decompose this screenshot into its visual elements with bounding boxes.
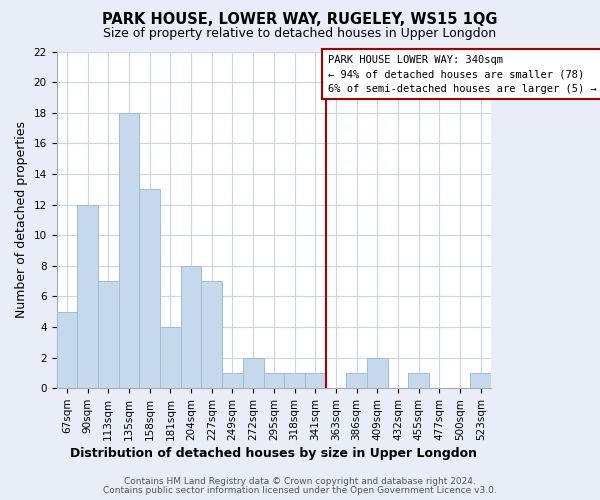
Bar [119, 112, 139, 388]
Bar [98, 281, 119, 388]
Bar [77, 204, 98, 388]
Bar [263, 373, 284, 388]
Bar [56, 312, 77, 388]
Bar [202, 281, 222, 388]
Bar [284, 373, 305, 388]
Y-axis label: Number of detached properties: Number of detached properties [15, 122, 28, 318]
Bar [305, 373, 326, 388]
Text: Contains HM Land Registry data © Crown copyright and database right 2024.: Contains HM Land Registry data © Crown c… [124, 477, 476, 486]
Text: Contains public sector information licensed under the Open Government Licence v3: Contains public sector information licen… [103, 486, 497, 495]
Bar [470, 373, 491, 388]
Bar [222, 373, 243, 388]
Text: Size of property relative to detached houses in Upper Longdon: Size of property relative to detached ho… [103, 28, 497, 40]
Bar [181, 266, 202, 388]
Bar [367, 358, 388, 388]
Text: PARK HOUSE, LOWER WAY, RUGELEY, WS15 1QG: PARK HOUSE, LOWER WAY, RUGELEY, WS15 1QG [102, 12, 498, 28]
Bar [409, 373, 429, 388]
Bar [160, 327, 181, 388]
Text: PARK HOUSE LOWER WAY: 340sqm
← 94% of detached houses are smaller (78)
6% of sem: PARK HOUSE LOWER WAY: 340sqm ← 94% of de… [328, 54, 596, 94]
Bar [346, 373, 367, 388]
Bar [139, 189, 160, 388]
X-axis label: Distribution of detached houses by size in Upper Longdon: Distribution of detached houses by size … [70, 447, 478, 460]
Bar [243, 358, 263, 388]
